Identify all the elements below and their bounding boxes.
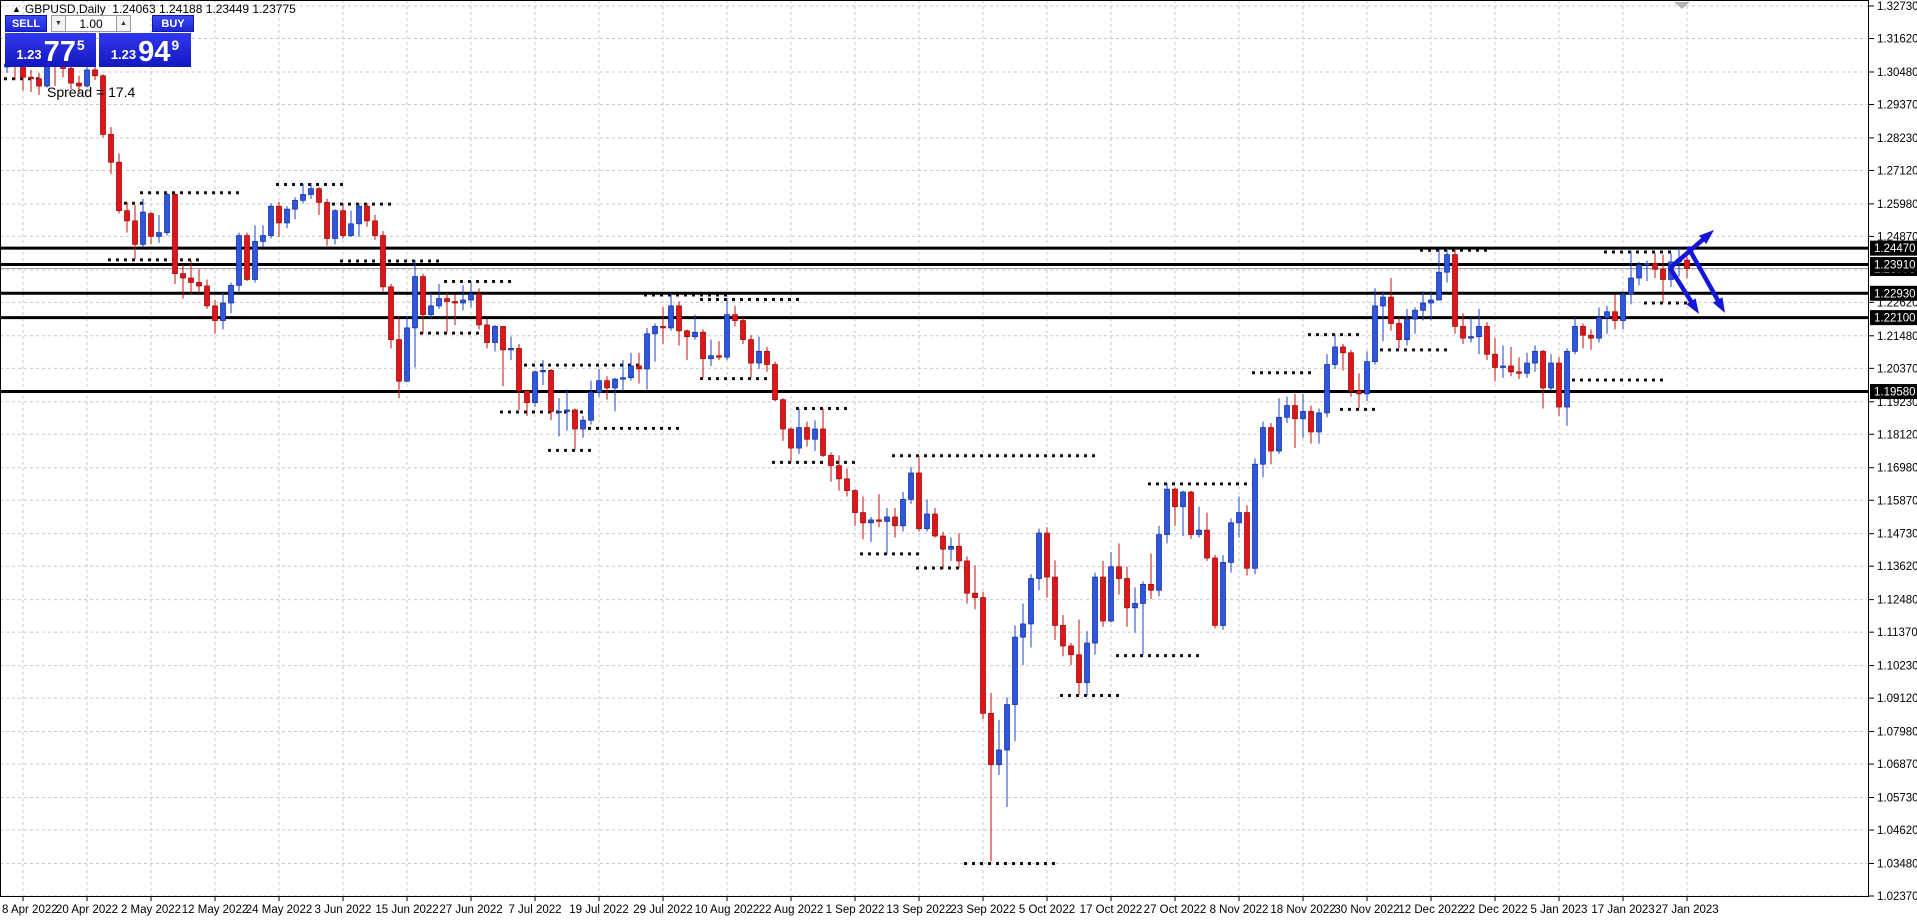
svg-text:20 Apr 2022: 20 Apr 2022	[56, 904, 118, 916]
svg-text:5 Jan 2023: 5 Jan 2023	[1531, 904, 1588, 916]
volume-input[interactable]	[66, 15, 116, 32]
svg-text:1.11370: 1.11370	[1877, 627, 1917, 639]
sell-price-panel[interactable]: 1.23 77 5	[5, 33, 96, 67]
buy-price-panel[interactable]: 1.23 94 9	[99, 33, 191, 67]
svg-text:1.10230: 1.10230	[1877, 661, 1917, 673]
svg-text:7 Jul 2022: 7 Jul 2022	[508, 904, 561, 916]
volume-decrease-button[interactable]: ▼	[51, 15, 66, 32]
svg-text:19 Jul 2022: 19 Jul 2022	[569, 904, 628, 916]
svg-text:1.03480: 1.03480	[1877, 858, 1917, 870]
svg-text:1.06870: 1.06870	[1877, 759, 1917, 771]
svg-text:24 May 2022: 24 May 2022	[246, 904, 313, 916]
svg-text:1.02370: 1.02370	[1877, 891, 1917, 903]
svg-text:12 Dec 2022: 12 Dec 2022	[1398, 904, 1463, 916]
svg-text:18 Nov 2022: 18 Nov 2022	[1270, 904, 1335, 916]
svg-text:29 Jul 2022: 29 Jul 2022	[633, 904, 692, 916]
svg-text:12 May 2022: 12 May 2022	[182, 904, 249, 916]
sell-price-prefix: 1.23	[16, 47, 42, 62]
svg-text:1.13620: 1.13620	[1877, 561, 1917, 573]
spacer	[131, 15, 152, 32]
svg-text:1.15870: 1.15870	[1877, 495, 1917, 507]
svg-text:13 Sep 2022: 13 Sep 2022	[886, 904, 951, 916]
svg-text:1.23910: 1.23910	[1874, 260, 1916, 272]
svg-text:17 Oct 2022: 17 Oct 2022	[1080, 904, 1143, 916]
svg-text:22 Dec 2022: 22 Dec 2022	[1462, 904, 1527, 916]
buy-price-big: 94	[138, 36, 171, 68]
svg-text:8 Nov 2022: 8 Nov 2022	[1210, 904, 1269, 916]
svg-text:5 Oct 2022: 5 Oct 2022	[1019, 904, 1075, 916]
price-axis[interactable]	[1868, 0, 1917, 897]
svg-text:1.21480: 1.21480	[1877, 331, 1917, 343]
svg-text:1.32730: 1.32730	[1877, 1, 1917, 13]
svg-text:15 Jun 2022: 15 Jun 2022	[375, 904, 438, 916]
spread-label: Spread = 17.4	[47, 84, 136, 100]
svg-text:1.31620: 1.31620	[1877, 34, 1917, 46]
svg-text:1.24470: 1.24470	[1874, 243, 1916, 255]
symbol-marker-icon: ▲	[12, 4, 21, 14]
svg-text:1.16980: 1.16980	[1877, 463, 1917, 475]
volume-increase-button[interactable]: ▲	[116, 15, 131, 32]
svg-text:23 Sep 2022: 23 Sep 2022	[950, 904, 1015, 916]
buy-button-label: BUY	[161, 17, 185, 30]
sell-button-label: SELL	[11, 17, 41, 30]
ohlc-readout: 1.24063 1.24188 1.23449 1.23775	[112, 2, 296, 16]
svg-text:8 Apr 2022: 8 Apr 2022	[2, 904, 58, 916]
time-axis[interactable]	[0, 897, 1869, 922]
svg-text:1.30480: 1.30480	[1877, 67, 1917, 79]
svg-text:1.05730: 1.05730	[1877, 793, 1917, 805]
svg-text:30 Nov 2022: 30 Nov 2022	[1334, 904, 1399, 916]
buy-button[interactable]: BUY	[152, 15, 194, 32]
svg-text:1.14730: 1.14730	[1877, 529, 1917, 541]
sell-price-big: 77	[43, 36, 76, 68]
svg-text:10 Aug 2022: 10 Aug 2022	[695, 904, 760, 916]
svg-text:2 May 2022: 2 May 2022	[121, 904, 181, 916]
buy-price-prefix: 1.23	[110, 47, 137, 62]
svg-text:1.09120: 1.09120	[1877, 693, 1917, 705]
svg-text:1.22930: 1.22930	[1874, 288, 1916, 300]
svg-text:1.19230: 1.19230	[1877, 397, 1917, 409]
svg-text:1.27120: 1.27120	[1877, 165, 1917, 177]
svg-text:1.20370: 1.20370	[1877, 363, 1917, 375]
svg-text:1.24870: 1.24870	[1877, 231, 1917, 243]
one-click-trading-widget: SELL ▼ ▲ BUY 1.23 77 5 1.23 94 9	[5, 15, 194, 67]
svg-text:27 Jan 2023: 27 Jan 2023	[1655, 904, 1718, 916]
chart-symbol-title: ▲ GBPUSD,Daily 1.24063 1.24188 1.23449 1.…	[12, 2, 296, 16]
svg-text:1.28230: 1.28230	[1877, 133, 1917, 145]
svg-text:17 Jan 2023: 17 Jan 2023	[1591, 904, 1654, 916]
svg-text:3 Jun 2022: 3 Jun 2022	[315, 904, 372, 916]
svg-text:1.29370: 1.29370	[1877, 99, 1917, 111]
svg-text:27 Oct 2022: 27 Oct 2022	[1144, 904, 1207, 916]
svg-text:1.19580: 1.19580	[1874, 386, 1916, 398]
sell-price-sup: 5	[76, 37, 85, 53]
svg-text:1 Sep 2022: 1 Sep 2022	[826, 904, 885, 916]
svg-text:1.07980: 1.07980	[1877, 727, 1917, 739]
svg-text:1.12480: 1.12480	[1877, 595, 1917, 607]
svg-text:27 Jun 2022: 27 Jun 2022	[439, 904, 502, 916]
svg-text:1.04620: 1.04620	[1877, 825, 1917, 837]
buy-price-sup: 9	[171, 37, 180, 53]
svg-text:1.22100: 1.22100	[1874, 313, 1916, 325]
chevron-up-icon: ▲	[120, 20, 127, 27]
svg-text:1.25980: 1.25980	[1877, 199, 1917, 211]
svg-text:22 Aug 2022: 22 Aug 2022	[759, 904, 824, 916]
sell-button[interactable]: SELL	[5, 15, 47, 32]
svg-text:1.18120: 1.18120	[1877, 429, 1917, 441]
chevron-down-icon: ▼	[55, 20, 62, 27]
symbol-timeframe-label: GBPUSD,Daily	[24, 2, 106, 16]
